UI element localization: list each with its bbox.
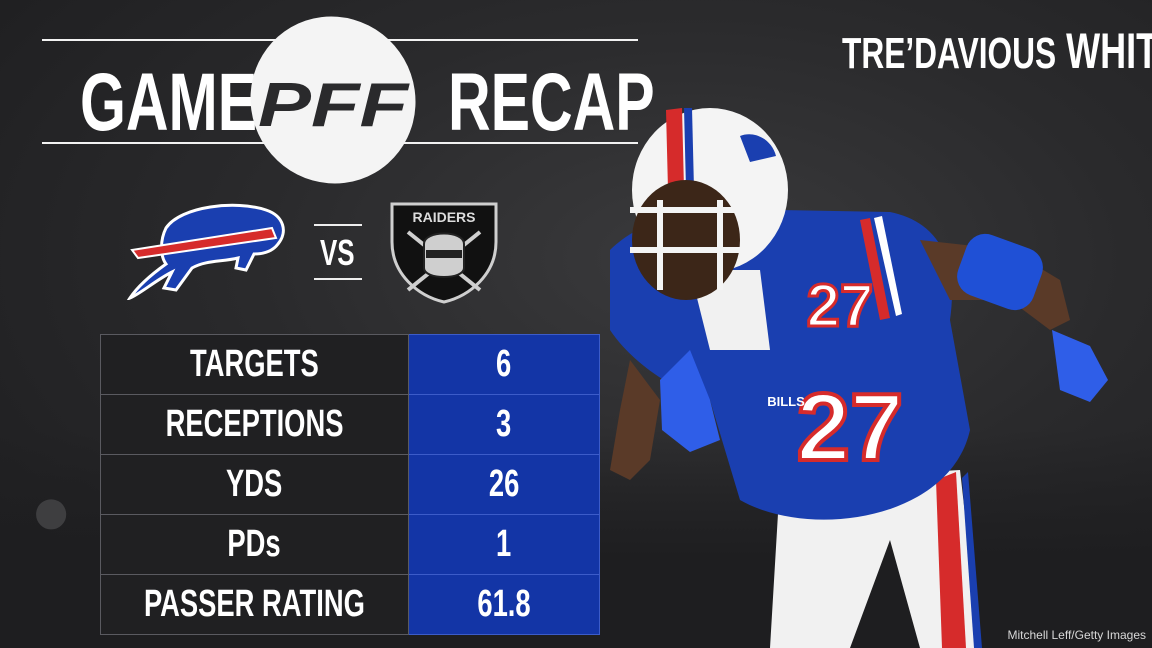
stat-row: RECEPTIONS 3 — [100, 394, 601, 455]
stat-value-cell: 3 — [407, 394, 601, 455]
stat-row: YDS 26 — [100, 454, 601, 515]
stat-row: PDs 1 — [100, 514, 601, 575]
stat-value-cell: 1 — [407, 514, 601, 575]
stat-value: 6 — [496, 343, 512, 385]
stat-label-cell: PDs — [100, 514, 409, 575]
stat-value: 61.8 — [477, 583, 531, 625]
vs-divider — [314, 224, 362, 280]
stat-label: PASSER RATING — [143, 583, 365, 625]
stat-label: YDS — [226, 463, 283, 505]
photo-credit: Mitchell Leff/Getty Images — [1007, 628, 1146, 642]
stat-value-cell: 6 — [407, 334, 601, 395]
stat-label-cell: RECEPTIONS — [100, 394, 409, 455]
stat-value: 3 — [496, 403, 512, 445]
stat-label: TARGETS — [190, 343, 319, 385]
jersey-number: 27 — [797, 374, 904, 481]
player-name: TRE’DAVIOUS WHITE — [842, 22, 1152, 80]
stat-value: 26 — [488, 463, 520, 505]
stat-label-cell: YDS — [100, 454, 409, 515]
field-number-decoration: ● — [30, 471, 73, 549]
stat-row: TARGETS 6 — [100, 334, 601, 395]
title-game: GAME — [80, 57, 258, 148]
stat-value: 1 — [496, 523, 512, 565]
player-photo: 27 27 BILLS — [610, 108, 1108, 648]
raiders-logo-text: RAIDERS — [412, 209, 475, 225]
stat-label: PDs — [227, 523, 282, 565]
stat-value-cell: 61.8 — [407, 574, 601, 635]
stats-table: TARGETS 6 RECEPTIONS 3 YDS 26 PDs 1 PASS… — [100, 334, 601, 635]
jersey-text: BILLS — [767, 394, 805, 409]
stat-label-cell: PASSER RATING — [100, 574, 409, 635]
pff-logo-text: PFF — [258, 71, 411, 140]
title-recap: RECAP — [448, 57, 655, 148]
player-last-name: WHITE — [1066, 23, 1152, 79]
raiders-icon: RAIDERS — [390, 202, 498, 304]
stat-row: PASSER RATING 61.8 — [100, 574, 601, 635]
shoulder-number: 27 — [807, 272, 874, 339]
stat-label: RECEPTIONS — [165, 403, 344, 445]
player-first-name: TRE’DAVIOUS — [842, 29, 1057, 78]
stat-value-cell: 26 — [407, 454, 601, 515]
bills-icon — [126, 203, 285, 300]
pff-football-logo: PFF — [250, 16, 416, 184]
stat-label-cell: TARGETS — [100, 334, 409, 395]
vs-label: VS — [320, 232, 355, 273]
